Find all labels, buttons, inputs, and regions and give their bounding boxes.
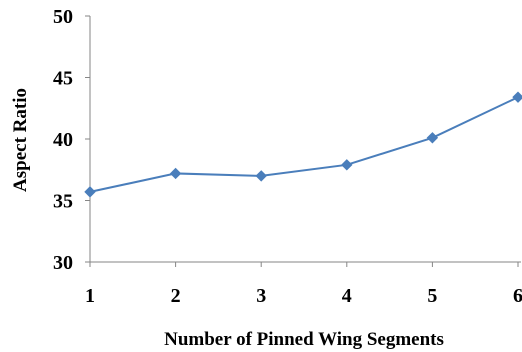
data-point xyxy=(426,132,439,144)
data-point xyxy=(169,167,182,180)
data-point xyxy=(341,159,353,171)
x-tick-label: 1 xyxy=(85,285,95,307)
y-tick-label: 40 xyxy=(53,129,73,151)
x-tick-label: 4 xyxy=(342,285,352,307)
x-axis-title: Number of Pinned Wing Segments xyxy=(164,329,444,350)
x-tick-label: 2 xyxy=(171,285,181,307)
y-tick-label: 50 xyxy=(53,6,73,28)
y-tick-label: 45 xyxy=(53,68,73,90)
x-tick-label: 6 xyxy=(513,285,522,307)
y-axis-title: Aspect Ratio xyxy=(10,88,31,192)
y-tick-label: 35 xyxy=(53,191,73,213)
data-point xyxy=(84,186,96,198)
x-tick-label: 5 xyxy=(427,285,437,307)
data-point xyxy=(255,170,267,182)
data-point xyxy=(512,91,522,103)
series-line xyxy=(89,96,519,193)
y-tick-label: 30 xyxy=(53,252,73,274)
x-tick-label: 3 xyxy=(256,285,266,307)
